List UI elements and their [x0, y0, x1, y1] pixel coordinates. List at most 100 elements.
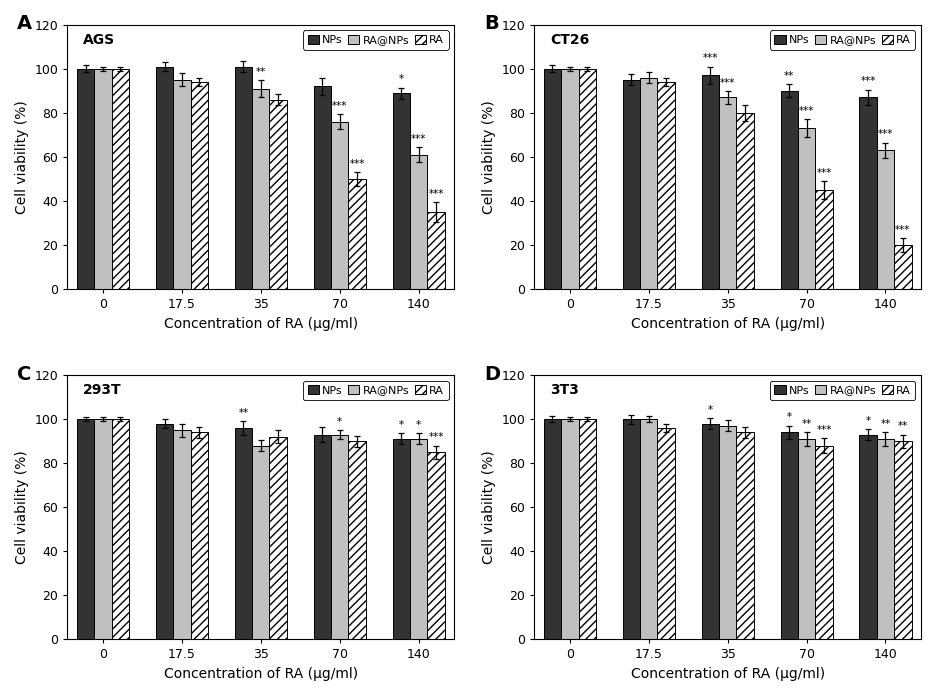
Text: *: *: [786, 413, 792, 422]
Bar: [252, 445, 270, 640]
Bar: [173, 80, 191, 289]
Y-axis label: Cell viability (%): Cell viability (%): [482, 450, 496, 564]
Bar: [562, 419, 578, 640]
Bar: [77, 69, 95, 289]
Bar: [657, 82, 675, 289]
Text: ***: ***: [895, 225, 911, 235]
Bar: [578, 69, 596, 289]
Bar: [155, 424, 173, 640]
Legend: NPs, RA@NPs, RA: NPs, RA@NPs, RA: [770, 31, 915, 49]
Bar: [737, 113, 753, 289]
Text: *: *: [708, 405, 713, 415]
Bar: [410, 439, 427, 640]
Bar: [797, 128, 815, 289]
Text: ***: ***: [429, 189, 444, 199]
Text: ***: ***: [429, 432, 444, 442]
Text: *: *: [416, 420, 421, 430]
Bar: [622, 80, 640, 289]
Bar: [815, 190, 833, 289]
Bar: [894, 245, 912, 289]
Bar: [252, 88, 270, 289]
Text: ***: ***: [720, 77, 736, 88]
Bar: [191, 432, 208, 640]
Bar: [77, 419, 95, 640]
X-axis label: Concentration of RA (μg/ml): Concentration of RA (μg/ml): [631, 667, 825, 681]
Bar: [622, 419, 640, 640]
Text: ***: ***: [703, 54, 718, 63]
Text: ***: ***: [816, 425, 831, 434]
Bar: [331, 122, 348, 289]
Bar: [859, 97, 877, 289]
Bar: [877, 439, 894, 640]
Bar: [392, 93, 410, 289]
Bar: [640, 78, 657, 289]
Text: **: **: [898, 421, 908, 432]
Text: **: **: [881, 419, 891, 429]
Bar: [410, 155, 427, 289]
Legend: NPs, RA@NPs, RA: NPs, RA@NPs, RA: [770, 381, 915, 400]
Text: C: C: [17, 365, 32, 383]
X-axis label: Concentration of RA (μg/ml): Concentration of RA (μg/ml): [164, 667, 358, 681]
Text: ***: ***: [349, 159, 365, 169]
Text: ***: ***: [860, 77, 876, 86]
Bar: [235, 67, 252, 289]
Bar: [640, 419, 657, 640]
Text: ***: ***: [411, 134, 426, 143]
Y-axis label: Cell viability (%): Cell viability (%): [15, 450, 29, 564]
Legend: NPs, RA@NPs, RA: NPs, RA@NPs, RA: [303, 381, 448, 400]
Bar: [95, 419, 111, 640]
X-axis label: Concentration of RA (μg/ml): Concentration of RA (μg/ml): [631, 317, 825, 331]
Bar: [719, 426, 737, 640]
Bar: [544, 419, 562, 640]
Bar: [331, 434, 348, 640]
Bar: [719, 97, 737, 289]
Bar: [815, 445, 833, 640]
Bar: [894, 441, 912, 640]
Bar: [702, 424, 719, 640]
Bar: [95, 69, 111, 289]
Text: **: **: [801, 419, 812, 429]
Text: 3T3: 3T3: [549, 383, 578, 397]
Bar: [702, 75, 719, 289]
Bar: [877, 150, 894, 289]
Text: *: *: [399, 74, 403, 84]
Text: **: **: [256, 67, 266, 77]
Text: CT26: CT26: [549, 33, 589, 47]
Text: AGS: AGS: [83, 33, 115, 47]
Bar: [578, 419, 596, 640]
Bar: [111, 69, 129, 289]
Bar: [544, 69, 562, 289]
Text: 293T: 293T: [83, 383, 122, 397]
Text: *: *: [866, 416, 870, 426]
Bar: [111, 419, 129, 640]
Bar: [657, 428, 675, 640]
Bar: [270, 100, 286, 289]
Bar: [781, 432, 797, 640]
Bar: [348, 441, 366, 640]
Bar: [155, 67, 173, 289]
Text: ***: ***: [816, 168, 831, 177]
X-axis label: Concentration of RA (μg/ml): Concentration of RA (μg/ml): [164, 317, 358, 331]
Bar: [797, 439, 815, 640]
Bar: [427, 212, 445, 289]
Bar: [562, 69, 578, 289]
Legend: NPs, RA@NPs, RA: NPs, RA@NPs, RA: [303, 31, 448, 49]
Text: *: *: [399, 420, 403, 430]
Bar: [348, 179, 366, 289]
Text: B: B: [484, 14, 499, 33]
Y-axis label: Cell viability (%): Cell viability (%): [482, 100, 496, 214]
Bar: [314, 434, 331, 640]
Text: **: **: [239, 408, 249, 418]
Text: D: D: [484, 365, 500, 383]
Bar: [737, 432, 753, 640]
Text: ***: ***: [799, 106, 814, 116]
Y-axis label: Cell viability (%): Cell viability (%): [15, 100, 29, 214]
Bar: [392, 439, 410, 640]
Bar: [427, 452, 445, 640]
Text: A: A: [17, 14, 33, 33]
Text: ***: ***: [332, 101, 347, 111]
Bar: [235, 428, 252, 640]
Text: **: **: [784, 71, 795, 81]
Text: *: *: [337, 417, 343, 427]
Bar: [781, 90, 797, 289]
